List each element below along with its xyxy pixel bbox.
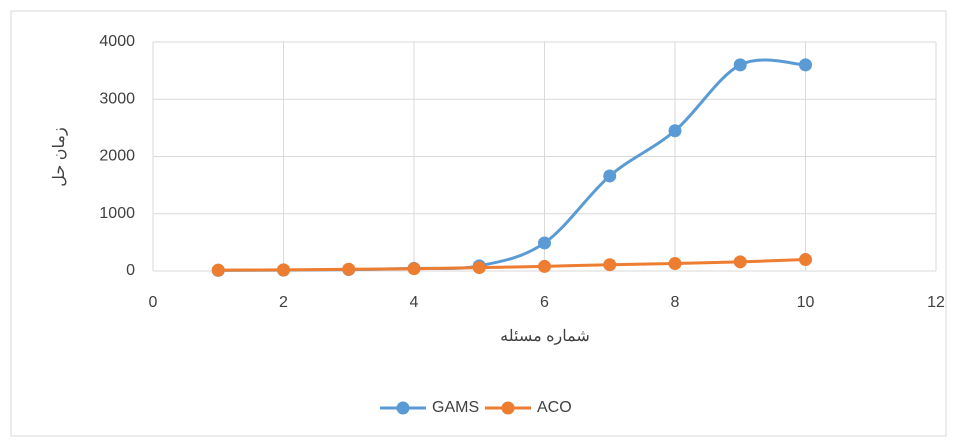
x-tick-label: 6 [540,294,549,311]
data-point [603,169,616,182]
y-tick-label: 2000 [99,148,135,165]
x-tick-label: 10 [797,294,815,311]
y-axis-title: زمان حل [51,127,68,186]
x-tick-label: 2 [279,294,288,311]
legend-marker [397,402,410,415]
x-tick-label: 0 [149,294,158,311]
chart: شماره مسئله زمان حل 0 1000 2000 3000 4000 0 2 4… [0,0,957,441]
data-point [342,263,355,276]
y-tick-label: 3000 [99,90,135,107]
data-point [212,264,225,277]
data-point [734,58,747,71]
data-point [799,58,812,71]
data-point [538,236,551,249]
page: شماره مسئله زمان حل 0 1000 2000 3000 4000 0 2 4… [0,0,957,441]
x-tick-label: 4 [410,294,419,311]
data-point [734,255,747,268]
data-point [669,124,682,137]
legend-marker [502,402,515,415]
y-tick-label: 1000 [99,205,135,222]
data-point [408,262,421,275]
data-point [538,260,551,273]
data-point [277,263,290,276]
data-point [669,257,682,270]
data-point [603,258,616,271]
x-tick-label: 8 [671,294,680,311]
y-tick-label: 4000 [99,33,135,50]
data-point [799,253,812,266]
y-tick-label: 0 [126,262,135,279]
legend-label: GAMS [432,399,479,416]
x-axis-title: شماره مسئله [500,328,590,345]
x-tick-label: 12 [927,294,945,311]
legend-label: ACO [537,399,572,416]
data-point [473,261,486,274]
